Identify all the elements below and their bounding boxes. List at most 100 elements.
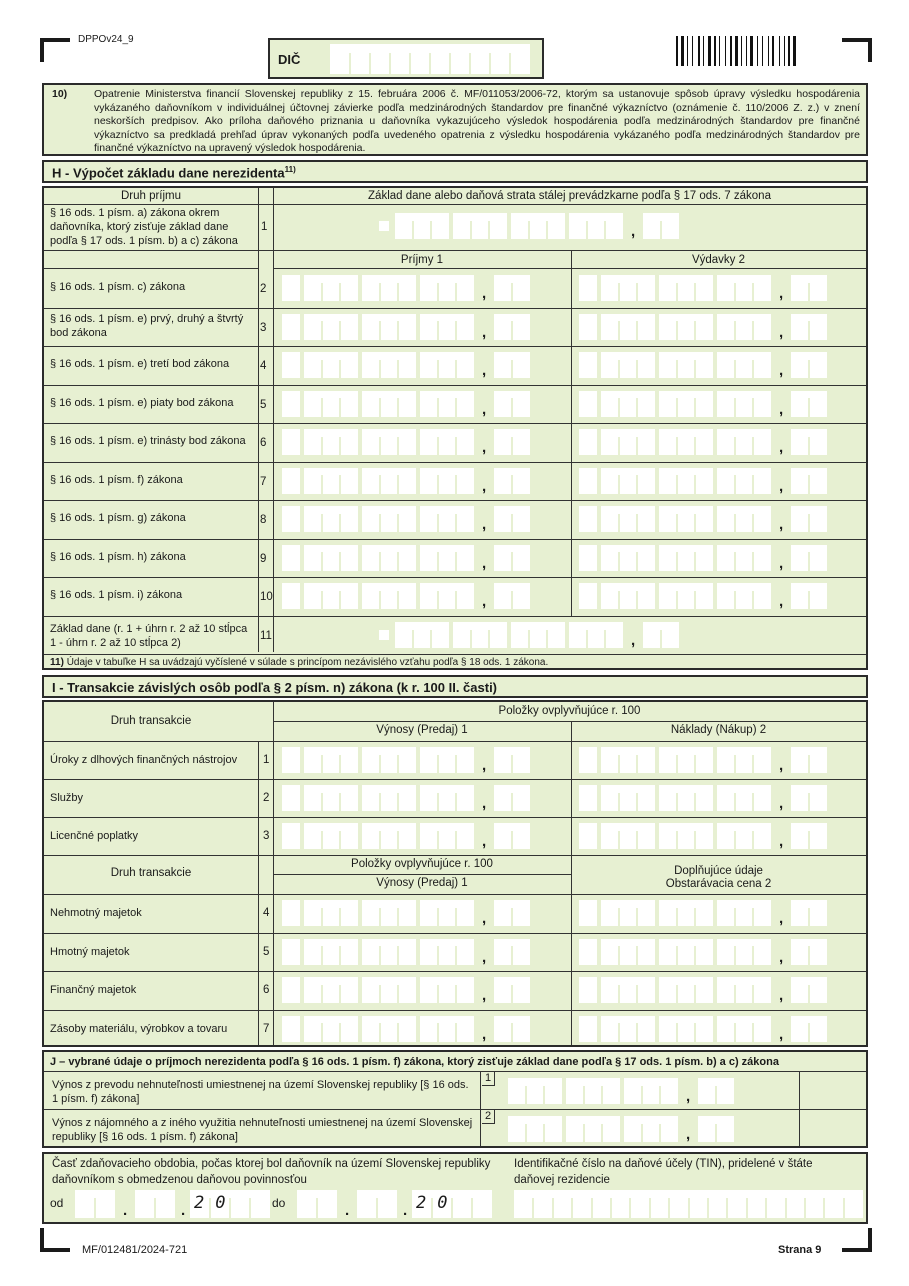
digit-group[interactable] [362,785,416,811]
digit-group[interactable] [304,275,358,301]
digit-group[interactable] [659,352,713,378]
digit-group[interactable] [420,1015,474,1042]
digit-group[interactable] [698,1078,734,1104]
digit-group[interactable] [791,313,827,340]
digit-group[interactable] [494,823,530,849]
digit-group[interactable] [659,275,713,301]
digit-group[interactable] [362,938,416,965]
digit-group[interactable] [659,900,713,926]
digit-group[interactable] [282,544,300,571]
digit-group[interactable] [579,785,597,811]
digit-group[interactable] [304,823,358,849]
digit-group[interactable] [601,900,655,926]
digit-group[interactable] [569,213,623,239]
digit-group[interactable] [420,275,474,301]
digit-group[interactable] [282,747,300,773]
digit-group[interactable] [304,785,358,811]
sign-cell[interactable] [379,630,389,640]
digit-group[interactable] [791,390,827,417]
digit-group[interactable] [282,313,300,340]
digit-group[interactable] [579,938,597,965]
digit-group[interactable] [791,938,827,965]
digit-group[interactable] [362,544,416,571]
digit-group[interactable] [282,467,300,494]
digit-group[interactable] [357,1190,397,1218]
digit-group[interactable] [282,823,300,849]
digit-group[interactable] [453,213,507,239]
digit-group[interactable] [569,622,623,648]
digit-group[interactable] [297,1190,337,1218]
digit-group[interactable] [643,213,679,239]
digit-group[interactable] [304,900,358,926]
digit-group[interactable] [330,44,530,74]
digit-group[interactable] [395,622,449,648]
digit-group[interactable] [304,313,358,340]
digit-group[interactable] [395,213,449,239]
digit-group[interactable] [579,429,597,455]
digit-group[interactable] [282,352,300,378]
digit-group[interactable] [508,1116,562,1142]
digit-group[interactable] [494,583,530,609]
digit-group[interactable] [791,1015,827,1042]
digit-group[interactable] [624,1078,678,1104]
digit-group[interactable] [494,544,530,571]
digit-group[interactable] [282,900,300,926]
digit-group[interactable] [659,747,713,773]
digit-group[interactable] [494,390,530,417]
digit-group[interactable] [362,429,416,455]
digit-group[interactable] [791,429,827,455]
digit-group[interactable] [791,275,827,301]
digit-group[interactable] [304,938,358,965]
digit-group[interactable] [659,313,713,340]
digit-group[interactable] [494,429,530,455]
digit-group[interactable] [362,977,416,1003]
digit-group[interactable] [494,506,530,532]
digit-group[interactable] [514,1190,864,1218]
from-date-field[interactable]: .. 20 [75,1190,275,1219]
digit-group[interactable] [791,977,827,1003]
digit-group[interactable] [717,938,771,965]
digit-group[interactable] [579,1015,597,1042]
digit-group[interactable] [362,823,416,849]
digit-group[interactable] [362,275,416,301]
digit-group[interactable] [282,429,300,455]
digit-group[interactable] [659,390,713,417]
to-date-field[interactable]: .. 20 [297,1190,497,1219]
digit-group[interactable] [717,1015,771,1042]
digit-group[interactable] [304,1015,358,1042]
digit-group[interactable] [601,1015,655,1042]
digit-group[interactable] [420,429,474,455]
digit-group[interactable] [601,467,655,494]
digit-group[interactable] [579,900,597,926]
digit-group[interactable] [601,747,655,773]
digit-group[interactable] [717,785,771,811]
digit-group[interactable] [494,938,530,965]
digit-group[interactable] [511,213,565,239]
digit-group[interactable] [659,938,713,965]
digit-group[interactable] [659,583,713,609]
digit-group[interactable] [420,544,474,571]
digit-group[interactable] [494,467,530,494]
digit-group[interactable] [659,544,713,571]
digit-group[interactable] [362,313,416,340]
digit-group[interactable] [791,747,827,773]
digit-group[interactable] [601,390,655,417]
digit-group[interactable] [717,583,771,609]
digit-group[interactable] [624,1116,678,1142]
digit-group[interactable] [282,275,300,301]
digit-group[interactable] [579,313,597,340]
digit-group[interactable] [601,313,655,340]
sign-cell[interactable] [379,221,389,231]
digit-group[interactable] [453,622,507,648]
digit-group[interactable] [717,977,771,1003]
digit-group[interactable] [659,977,713,1003]
digit-group[interactable] [494,1015,530,1042]
digit-group[interactable] [494,747,530,773]
digit-group[interactable] [579,352,597,378]
digit-group[interactable] [420,900,474,926]
digit-group[interactable] [659,506,713,532]
digit-group[interactable] [791,506,827,532]
digit-group[interactable] [362,390,416,417]
digit-group[interactable] [791,544,827,571]
digit-group[interactable] [579,467,597,494]
